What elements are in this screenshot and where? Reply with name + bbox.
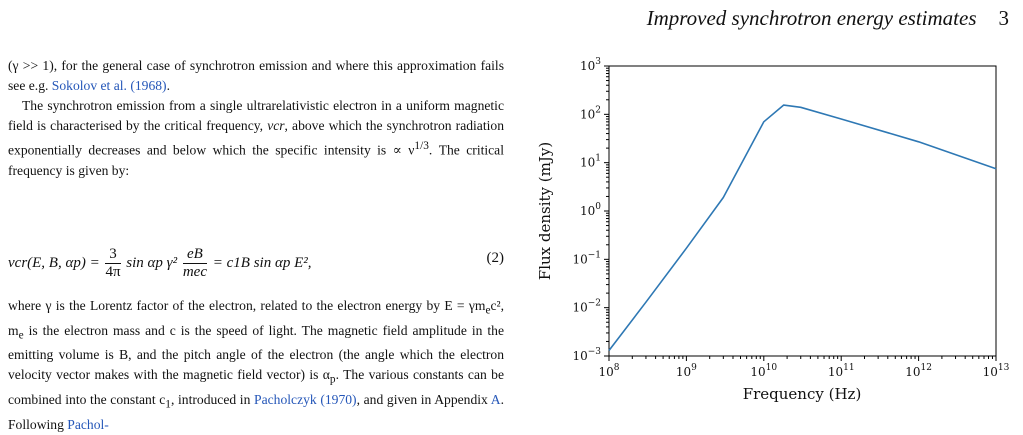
citation-sokolov[interactable]: Sokolov et al. (1968) — [51, 78, 167, 93]
tick-group: 108 109 1010 1011 1012 1013 10−3 10−2 10−1 100 101… — [572, 57, 1009, 379]
body-text-column: (γ >> 1), for the general case of synchr… — [8, 56, 504, 181]
p3-text-d: . The various constants can be combined … — [8, 367, 504, 408]
x-tick-label: 1010 — [750, 363, 777, 379]
y-tick-label: 103 — [580, 57, 601, 73]
page-number: 3 — [998, 6, 1010, 30]
paragraph-2: The synchrotron emission from a single u… — [8, 96, 504, 181]
p3-text-a: where γ is the Lorentz factor of the ele… — [8, 298, 486, 313]
p3-text-e: , introduced in — [170, 392, 255, 408]
body-text-column-2: where γ is the Lorentz factor of the ele… — [8, 296, 504, 435]
y-tick-label: 10−3 — [572, 347, 601, 363]
x-axis-label: Frequency (Hz) — [743, 385, 862, 403]
series-line — [608, 104, 997, 351]
citation-appendix-a[interactable]: A — [490, 392, 501, 408]
p1-text-a: (γ >> 1), for the general case of synchr… — [8, 58, 504, 93]
y-axis-label: Flux density (mJy) — [536, 142, 554, 280]
p3-sub-e-2: e — [18, 329, 24, 342]
p2-text-b: , above which the synchrotron radiation … — [8, 118, 504, 158]
figure-flux-density: 108 109 1010 1011 1012 1013 10−3 10−2 10−1 100 101… — [516, 54, 1016, 414]
p3-text-c: is the electron mass and c is the speed … — [8, 322, 504, 383]
running-head: Improved synchrotron energy estimates 3 — [647, 6, 1009, 31]
eq-frac-1: 3 4π — [105, 246, 121, 281]
x-tick-label: 1013 — [983, 363, 1010, 379]
citation-pacholczyk-2[interactable]: Pachol- — [67, 416, 109, 432]
equation-body: νcr(E, B, αp) = 3 4π sin αp γ² eB mec = c1… — [8, 246, 311, 281]
p3-sub-p: p — [329, 374, 336, 387]
citation-pacholczyk[interactable]: Pacholczyk (1970) — [254, 392, 357, 408]
eq-mid: sin αp γ² — [126, 254, 178, 271]
eq-lhs: νcr(E, B, αp) = — [8, 254, 100, 271]
p2-text-c: . The critical frequency is given by: — [8, 142, 504, 178]
plot-frame — [608, 65, 997, 357]
equation-2: νcr(E, B, αp) = 3 4π sin αp γ² eB mec = c1… — [8, 238, 504, 284]
equation-number: (2) — [486, 250, 505, 266]
paragraph-1: (γ >> 1), for the general case of synchr… — [8, 56, 504, 96]
eq-frac-2: eB mec — [182, 246, 207, 281]
p1-text-b: . — [166, 78, 170, 93]
y-tick-label: 101 — [580, 154, 601, 170]
running-title: Improved synchrotron energy estimates — [646, 6, 977, 30]
y-tick-label: 100 — [580, 202, 601, 218]
x-tick-label: 108 — [598, 363, 619, 379]
p3-text-b: c², m — [8, 298, 504, 338]
p2-text-a: The synchrotron emission from a single u… — [8, 98, 504, 133]
eq-frac-2-num: eB — [182, 246, 207, 264]
x-tick-label: 109 — [676, 363, 697, 379]
y-tick-label: 10−2 — [572, 299, 601, 315]
y-tick-label: 10−1 — [572, 250, 601, 266]
p3-sub-e-1: e — [485, 304, 491, 317]
series-group — [608, 104, 997, 351]
p3-sub-1: 1 — [165, 398, 171, 411]
eq-frac-1-num: 3 — [105, 246, 121, 264]
eq-frac-2-den: mec — [182, 264, 207, 280]
p2-exponent: 1/3 — [414, 140, 429, 152]
chart-svg: 108 109 1010 1011 1012 1013 10−3 10−2 10−1 100 101… — [536, 57, 1010, 403]
y-tick-label: 102 — [580, 105, 601, 121]
x-tick-label: 1011 — [828, 363, 855, 379]
p3-text-g: . Following — [8, 392, 504, 432]
nu-cr-symbol: νcr — [267, 118, 285, 133]
x-tick-label: 1012 — [905, 363, 932, 379]
eq-frac-1-den: 4π — [105, 264, 121, 280]
eq-rhs: = c1B sin αp E², — [212, 254, 312, 271]
p3-text-f: , and given in Appendix — [356, 392, 491, 408]
paragraph-3: where γ is the Lorentz factor of the ele… — [8, 296, 504, 435]
